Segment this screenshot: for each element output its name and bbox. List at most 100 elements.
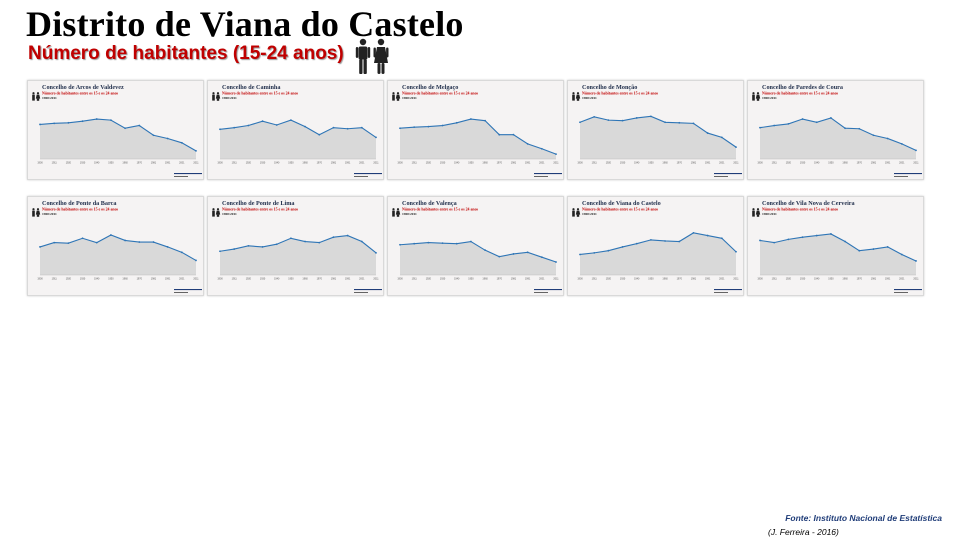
data-point <box>81 120 84 123</box>
panel-source-mark <box>714 173 742 175</box>
data-point <box>872 248 875 250</box>
x-tick-label: 1981 <box>871 278 877 281</box>
x-tick-label: 1991 <box>165 162 171 165</box>
x-tick-label: 1911 <box>772 162 778 165</box>
x-tick-label: 2011 <box>733 162 739 165</box>
data-point <box>318 133 321 136</box>
chart-panel: Concelho de Valença Número de habitantes … <box>387 196 564 296</box>
x-tick-label: 1960 <box>482 162 488 165</box>
chart-subtitle: Número de habitantes entre os 15 e os 24… <box>402 208 479 212</box>
panel-source-mark <box>534 173 562 175</box>
data-point <box>39 123 41 126</box>
x-tick-label: 1911 <box>232 278 238 281</box>
chart-title: Concelho de Viana do Castelo <box>582 200 661 207</box>
data-point <box>275 124 278 126</box>
data-point <box>621 119 624 122</box>
x-tick-label: 2001 <box>719 278 725 281</box>
x-tick-label: 1900 <box>397 162 403 165</box>
x-tick-label: 1900 <box>217 162 223 165</box>
data-point <box>872 134 875 137</box>
x-tick-label: 2011 <box>913 278 919 281</box>
x-tick-label: 1950 <box>108 162 114 165</box>
x-tick-label: 1981 <box>331 162 337 165</box>
data-point <box>526 251 529 254</box>
x-tick-label: 1991 <box>705 162 711 165</box>
x-tick-label: 1981 <box>511 278 517 281</box>
data-point <box>81 237 84 240</box>
x-tick-label: 1930 <box>80 278 86 281</box>
data-point <box>593 251 596 254</box>
x-tick-label: 1981 <box>871 162 877 165</box>
data-point <box>484 249 486 252</box>
data-point <box>692 231 695 234</box>
x-tick-label: 2011 <box>553 278 559 281</box>
x-tick-label: 1920 <box>246 278 252 281</box>
chart-title: Concelho de Ponte da Barca <box>42 200 116 207</box>
man-woman-icon <box>752 92 761 101</box>
x-tick-label: 1981 <box>691 278 697 281</box>
series-line <box>759 117 917 151</box>
data-point <box>138 124 141 127</box>
x-tick-label: 1930 <box>260 278 266 281</box>
x-tick-label: 1930 <box>440 162 446 165</box>
data-point <box>915 149 917 152</box>
area-fill <box>220 235 376 275</box>
x-tick-label: 1950 <box>648 278 654 281</box>
data-point <box>759 126 761 129</box>
data-point <box>607 249 610 252</box>
x-tick-label: 1940 <box>814 278 820 281</box>
data-point <box>858 249 861 252</box>
chart-title: Concelho de Paredes de Coura <box>762 84 843 91</box>
data-point <box>815 121 818 124</box>
chart-subtitle: Número de habitantes entre os 15 e os 24… <box>222 92 299 96</box>
area-fill <box>760 233 916 275</box>
x-tick-label: 1970 <box>137 162 143 165</box>
data-point <box>579 121 581 124</box>
data-point <box>110 119 112 122</box>
x-tick-label: 2001 <box>899 278 905 281</box>
chart-subtitle: Número de habitantes entre os 15 e os 24… <box>762 208 839 212</box>
data-point <box>375 251 377 254</box>
data-point <box>678 121 681 124</box>
data-point <box>441 242 444 245</box>
x-tick-label: 1911 <box>232 162 238 165</box>
data-point <box>53 122 56 125</box>
man-woman-icon <box>392 208 401 217</box>
data-point <box>706 132 709 134</box>
data-point <box>67 242 70 245</box>
panel-source-mark <box>354 289 382 291</box>
data-point <box>166 246 169 248</box>
chart-title: Concelho de Valença <box>402 200 457 207</box>
data-point <box>399 243 401 246</box>
panel-source-mark <box>714 289 742 291</box>
data-point <box>830 117 832 119</box>
data-point <box>233 126 236 129</box>
x-tick-label: 1970 <box>677 278 683 281</box>
man-woman-icon <box>212 92 221 101</box>
x-tick-label: 1900 <box>757 278 763 281</box>
data-point <box>290 119 292 122</box>
x-tick-label: 1930 <box>800 162 806 165</box>
area-fill <box>760 117 916 159</box>
x-tick-label: 1920 <box>786 162 792 165</box>
x-tick-label: 1991 <box>525 278 531 281</box>
chart-period: 1900/2011 <box>402 212 417 216</box>
area-fill <box>580 232 736 275</box>
x-tick-label: 1991 <box>165 278 171 281</box>
x-tick-label: 1940 <box>274 162 280 165</box>
area-fill <box>400 241 556 275</box>
x-tick-label: 1940 <box>454 278 460 281</box>
x-tick-label: 2011 <box>553 162 559 165</box>
data-point <box>124 127 126 130</box>
panel-source-mark <box>354 173 382 175</box>
x-tick-label: 1920 <box>66 278 72 281</box>
data-point <box>195 150 197 152</box>
data-point <box>346 127 349 130</box>
data-point <box>455 121 458 124</box>
data-point <box>180 251 183 254</box>
x-tick-label: 1940 <box>454 162 460 165</box>
x-tick-label: 1900 <box>37 162 43 165</box>
chart-panel: Concelho de Ponte de Lima Número de habit… <box>207 196 384 296</box>
data-point <box>413 126 416 129</box>
panel-author-mark <box>714 292 728 293</box>
